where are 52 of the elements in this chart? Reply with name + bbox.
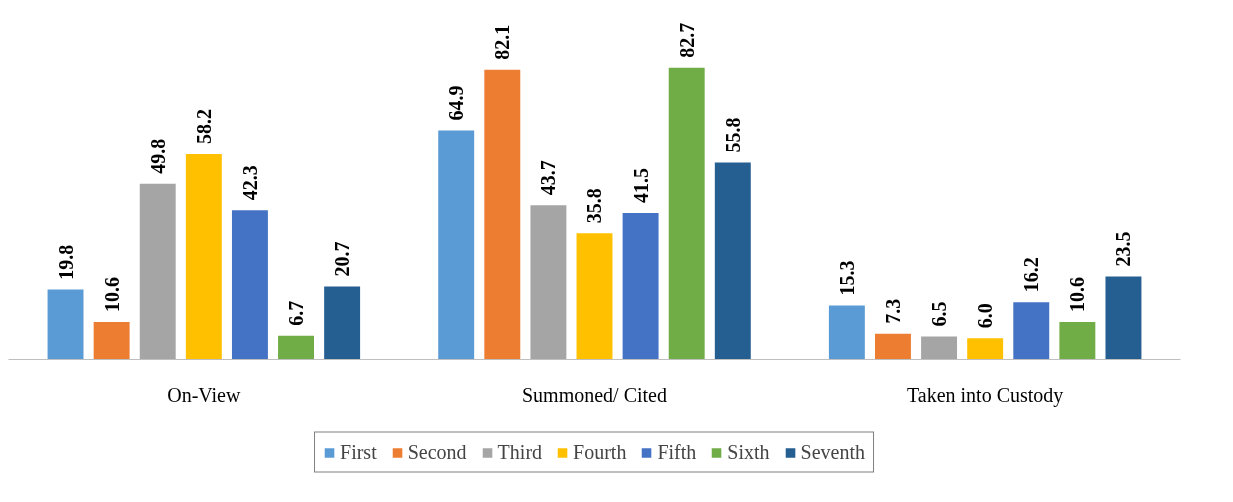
bar — [1013, 302, 1050, 360]
x-tick-label: Taken into Custody — [906, 383, 1064, 407]
bar — [668, 67, 705, 360]
legend-label: Seventh — [800, 440, 865, 464]
legend-label: Fifth — [657, 440, 697, 464]
data-label: 19.8 — [54, 244, 77, 280]
data-label: 58.2 — [192, 109, 215, 145]
bar — [1105, 276, 1142, 360]
data-label: 6.0 — [974, 303, 997, 329]
data-label: 55.8 — [721, 117, 744, 153]
data-label: 41.5 — [629, 168, 652, 204]
data-label: 6.5 — [928, 301, 951, 327]
data-label: 7.3 — [881, 298, 904, 324]
legend-label: Second — [407, 440, 467, 464]
data-label: 42.3 — [238, 165, 261, 201]
legend-label: Third — [497, 440, 543, 464]
data-label: 10.6 — [100, 277, 123, 313]
bar — [967, 338, 1004, 360]
data-label: 16.2 — [1020, 257, 1043, 293]
legend-label: Fourth — [573, 440, 627, 464]
data-label: 15.3 — [835, 260, 858, 296]
data-label: 35.8 — [583, 188, 606, 224]
bar — [576, 233, 613, 360]
bar — [93, 322, 130, 360]
data-label: 82.7 — [675, 22, 698, 58]
legend-label: First — [340, 440, 377, 464]
bar — [231, 210, 268, 360]
bar — [875, 333, 911, 360]
bar — [47, 289, 84, 360]
bar — [921, 336, 958, 360]
bar — [828, 305, 865, 360]
data-label: 20.7 — [331, 241, 354, 277]
bar — [278, 335, 314, 360]
legend-label: Sixth — [727, 440, 770, 464]
data-label: 23.5 — [1112, 231, 1135, 267]
bar — [139, 183, 176, 360]
data-label: 10.6 — [1066, 277, 1089, 313]
bar — [484, 69, 521, 360]
bar — [530, 205, 567, 360]
data-label: 82.1 — [491, 24, 514, 60]
x-tick-label: On-View — [167, 383, 241, 406]
bar — [185, 154, 222, 360]
data-label: 64.9 — [445, 85, 468, 121]
x-tick-label: Summoned/ Cited — [522, 383, 667, 406]
bar — [714, 162, 751, 360]
bar — [438, 130, 475, 360]
data-label: 49.8 — [146, 138, 169, 174]
data-label: 43.7 — [537, 160, 560, 196]
bar — [324, 286, 361, 360]
bar — [622, 213, 659, 360]
bar — [1059, 322, 1096, 360]
data-label: 6.7 — [285, 300, 308, 326]
